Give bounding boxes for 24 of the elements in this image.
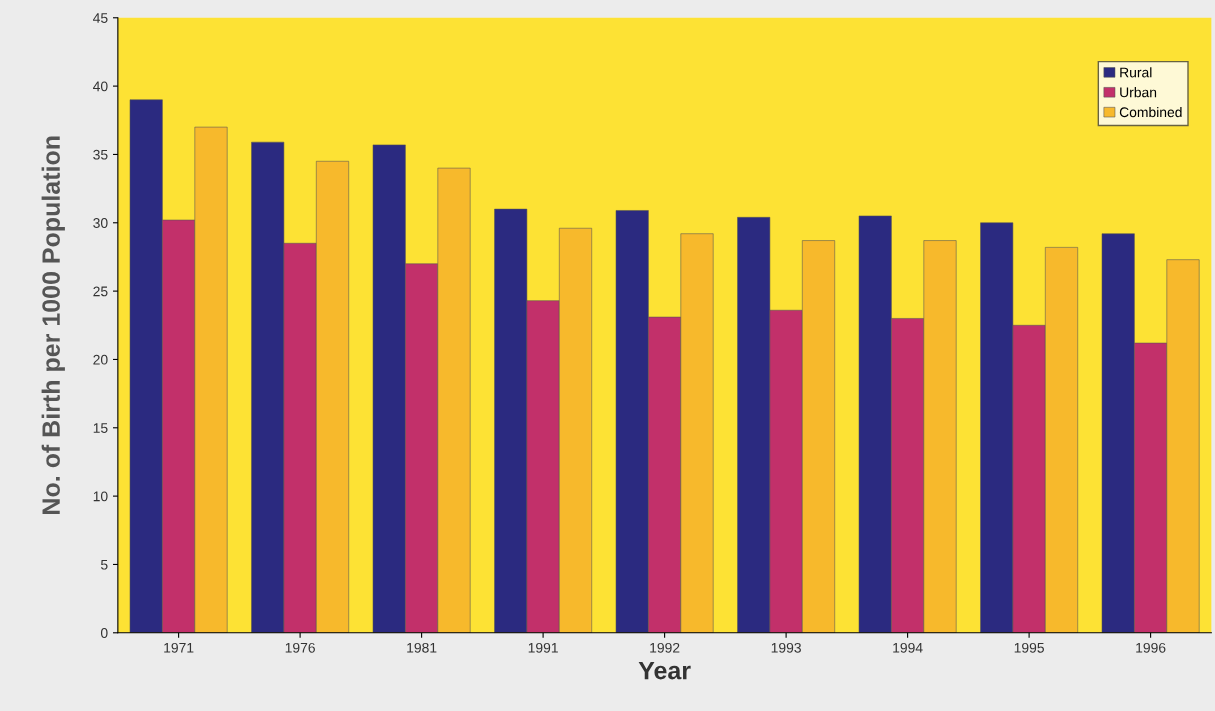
legend-label: Rural [1120, 67, 1152, 78]
y-tick-label: 45 [93, 13, 108, 23]
y-tick-label: 20 [93, 354, 108, 365]
y-tick-label: 15 [93, 423, 108, 433]
x-tick-label: 1995 [1014, 642, 1044, 653]
y-tick-label: 0 [100, 628, 108, 638]
x-axis-title: Year [638, 661, 691, 680]
y-tick-label: 35 [93, 149, 108, 160]
x-tick-label: 1991 [528, 642, 558, 653]
legend-label: Combined [1119, 106, 1182, 118]
y-axis-title: No. of Birth per 1000 Population [41, 136, 65, 514]
x-tick-label: 1996 [1136, 642, 1166, 653]
x-tick-label: 1981 [407, 642, 437, 653]
y-tick-label: 5 [100, 559, 108, 570]
y-tick-label: 30 [93, 218, 108, 228]
x-tick-label: 1976 [285, 642, 315, 653]
x-tick-label: 1993 [771, 642, 801, 653]
legend-label: Urban [1120, 87, 1157, 98]
y-tick-label: 40 [93, 81, 108, 92]
x-tick-label: 1994 [893, 642, 923, 653]
x-tick-label: 1971 [164, 642, 194, 653]
y-tick-label: 25 [93, 286, 108, 297]
y-tick-label: 10 [93, 491, 108, 502]
x-tick-label: 1992 [650, 642, 680, 653]
